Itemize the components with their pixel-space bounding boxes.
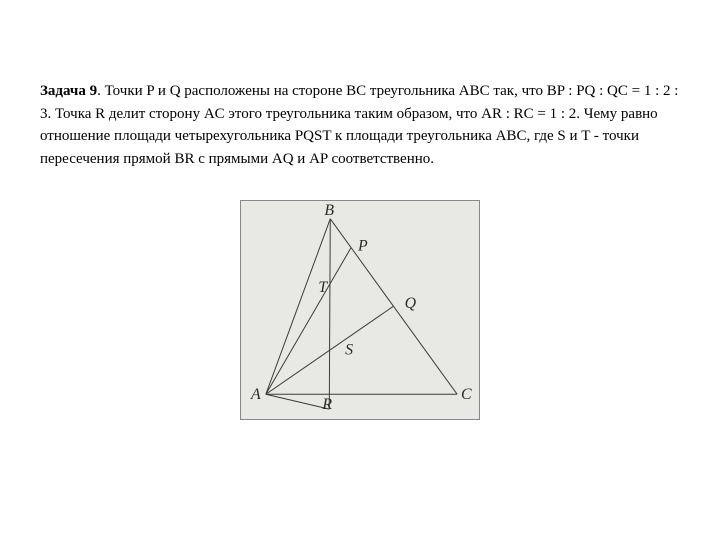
problem-text: Задача 9. Точки P и Q расположены на сто… bbox=[40, 80, 680, 170]
geometry-svg: A B C P Q R T S bbox=[241, 201, 479, 419]
edge-AB bbox=[266, 219, 330, 394]
vertex-label-A: A bbox=[250, 386, 261, 403]
vertex-label-P: P bbox=[357, 238, 368, 255]
vertex-label-C: C bbox=[461, 386, 472, 403]
vertex-label-Q: Q bbox=[405, 295, 417, 312]
edge-BR bbox=[329, 219, 330, 409]
vertex-label-B: B bbox=[324, 202, 334, 219]
problem-label: Задача 9 bbox=[40, 83, 97, 99]
edge-AP bbox=[266, 248, 351, 395]
geometry-figure: A B C P Q R T S bbox=[240, 200, 480, 420]
edge-AR bbox=[266, 394, 329, 409]
problem-body: . Точки P и Q расположены на стороне BC … bbox=[40, 83, 678, 167]
vertex-label-S: S bbox=[345, 342, 353, 359]
figure-container: A B C P Q R T S bbox=[40, 200, 680, 420]
labels-group: A B C P Q R T S bbox=[250, 202, 472, 413]
vertex-label-R: R bbox=[321, 396, 332, 413]
vertex-label-T: T bbox=[318, 279, 328, 296]
